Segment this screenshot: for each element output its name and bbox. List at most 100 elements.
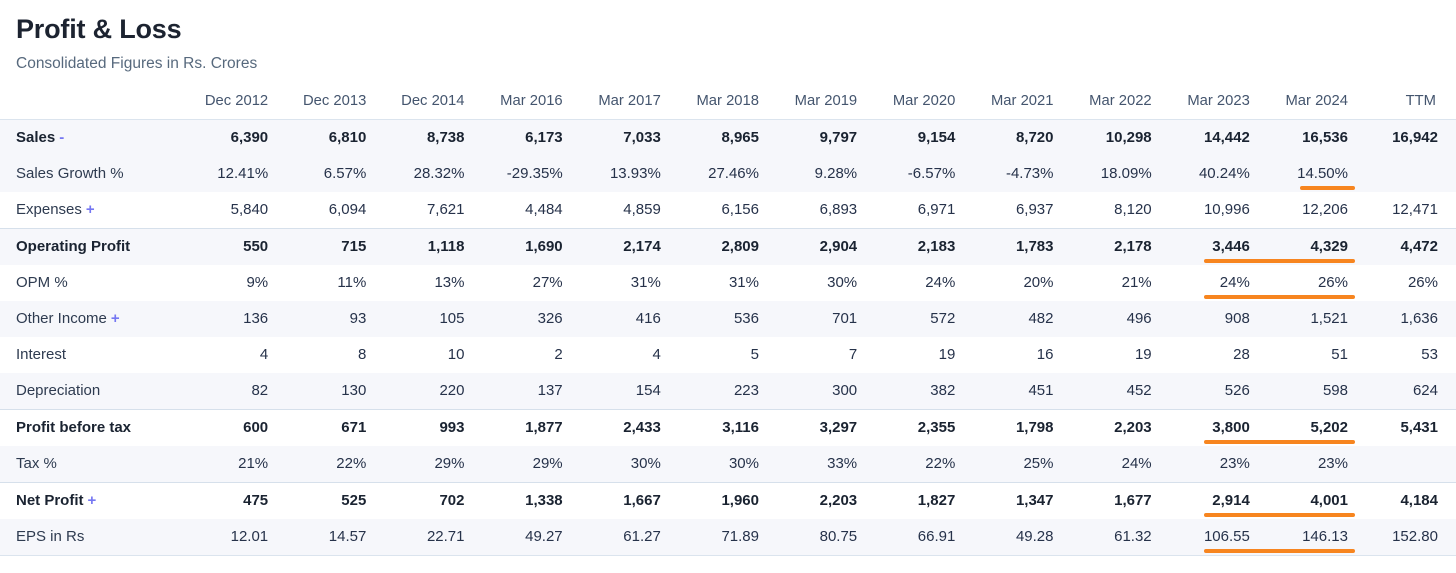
- table-cell: 31%: [728, 274, 759, 291]
- table-cell: 2,904: [819, 238, 858, 255]
- row-label-text: Interest: [16, 346, 67, 363]
- table-cell: 4,859: [623, 201, 661, 218]
- row-label-text: Operating Profit: [16, 238, 131, 255]
- table-row-opm: OPM % 9% 11% 13% 27% 31% 31% 30% 24% 20% 21% 24% 26%…: [0, 265, 1456, 301]
- table-cell: 14.50%: [1270, 156, 1368, 192]
- table-cell: 14,442: [1203, 129, 1250, 146]
- row-label-other-income[interactable]: Other Income +: [0, 301, 190, 337]
- table-cell: 24%: [925, 274, 956, 291]
- table-cell: 10,298: [1105, 129, 1152, 146]
- table-cell: 2,433: [623, 419, 661, 436]
- page-title: Profit & Loss: [16, 14, 182, 44]
- table-row-expenses: Expenses +5,840 6,094 7,621 4,484 4,859 6,156 6…: [0, 192, 1456, 228]
- table-cell: 19: [1134, 346, 1152, 363]
- table-cell: 598: [1322, 382, 1348, 399]
- table-cell: 526: [1224, 382, 1250, 399]
- table-cell: 4,001: [1269, 483, 1368, 519]
- table-cell: 701: [832, 310, 858, 327]
- table-cell: 9,797: [819, 129, 858, 146]
- table-cell: [1368, 156, 1456, 192]
- table-cell: 19: [938, 346, 956, 363]
- row-label-sales[interactable]: Sales -: [0, 120, 190, 156]
- table-cell: 7: [848, 346, 858, 363]
- table-cell: 4,184: [1400, 492, 1438, 509]
- table-cell: 10: [447, 346, 465, 363]
- table-cell: 30%: [728, 455, 759, 472]
- table-cell: 8,738: [426, 129, 465, 146]
- table-cell: 1,347: [1015, 492, 1054, 509]
- table-cell: 2,178: [1114, 238, 1152, 255]
- row-label-net-profit[interactable]: Net Profit +: [0, 483, 190, 519]
- table-cell: 4,329: [1269, 229, 1368, 265]
- row-label-text: EPS in Rs: [16, 528, 85, 545]
- table-cell: -29.35%: [506, 165, 563, 182]
- table-cell: 1,338: [525, 492, 563, 509]
- table-cell: 1,877: [525, 419, 563, 436]
- table-row-other-income: Other Income +136 93 105 326 416 536 701 572 482 4…: [0, 301, 1456, 337]
- row-label-text: Sales: [16, 129, 56, 146]
- table-cell: 16,536: [1302, 129, 1348, 146]
- table-cell: 6,156: [721, 201, 759, 218]
- table-cell: 2,355: [917, 419, 956, 436]
- table-cell: 6,173: [525, 129, 563, 146]
- row-label-depreciation: Depreciation: [0, 373, 190, 409]
- column-header-mar-2024: Mar 2024: [1285, 93, 1348, 109]
- collapse-icon[interactable]: -: [59, 129, 65, 146]
- row-label-text: Tax %: [16, 455, 57, 472]
- table-cell: 8,720: [1015, 129, 1054, 146]
- table-cell: 1,960: [721, 492, 759, 509]
- table-cell: 1,677: [1114, 492, 1152, 509]
- table-cell: 2,203: [819, 492, 858, 509]
- column-header-mar-2017: Mar 2017: [598, 93, 661, 109]
- table-cell: 27.46%: [708, 165, 759, 182]
- table-cell: 49.28: [1015, 528, 1054, 545]
- table-cell: 21%: [1121, 274, 1152, 291]
- table-cell: 496: [1126, 310, 1152, 327]
- column-header-mar-2019: Mar 2019: [794, 93, 858, 109]
- table-cell: 220: [439, 382, 465, 399]
- table-cell: 2,809: [721, 238, 759, 255]
- table-cell: 20%: [1023, 274, 1054, 291]
- expand-icon[interactable]: +: [85, 201, 95, 218]
- table-row-net-profit: Net Profit +475 525 702 1,338 1,667 1,960 2,203…: [0, 482, 1456, 519]
- table-cell: 1,521: [1310, 310, 1348, 327]
- row-label-sales-growth: Sales Growth %: [0, 156, 190, 192]
- row-label-text: Expenses: [16, 201, 82, 218]
- table-cell: 61.32: [1114, 528, 1152, 545]
- row-label-expenses[interactable]: Expenses +: [0, 192, 190, 228]
- table-cell: 26%: [1269, 265, 1368, 301]
- column-header-mar-2023: Mar 2023: [1187, 93, 1250, 109]
- column-header-mar-2020: Mar 2020: [892, 93, 956, 109]
- table-cell: 1,690: [525, 238, 563, 255]
- table-cell: 49.27: [525, 528, 563, 545]
- column-header-mar-2016: Mar 2016: [500, 93, 563, 109]
- expand-icon[interactable]: +: [87, 492, 97, 509]
- table-cell: 130: [341, 382, 367, 399]
- row-label-profit-before-tax: Profit before tax: [0, 410, 190, 446]
- table-cell: 12,471: [1392, 201, 1438, 218]
- table-cell: 29%: [434, 455, 465, 472]
- table-cell: 9.28%: [814, 165, 858, 182]
- table-cell: 146.13: [1269, 519, 1368, 555]
- table-cell: 154: [635, 382, 661, 399]
- table-cell: 1,798: [1015, 419, 1054, 436]
- table-cell: 14.57: [328, 528, 367, 545]
- table-cell: 416: [635, 310, 661, 327]
- table-cell: 451: [1028, 382, 1054, 399]
- table-cell: 2,183: [917, 238, 956, 255]
- expand-icon[interactable]: +: [110, 310, 120, 327]
- column-header-ttm: TTM: [1405, 93, 1436, 109]
- table-cell: 4: [259, 346, 269, 363]
- table-cell: 715: [341, 238, 367, 255]
- table-cell: 12.41%: [217, 165, 269, 182]
- row-label-tax: Tax %: [0, 446, 190, 482]
- table-cell: 2,174: [623, 238, 661, 255]
- table-cell: 2,203: [1114, 419, 1152, 436]
- table-cell: 1,667: [623, 492, 661, 509]
- row-label-text: Sales Growth %: [16, 165, 124, 182]
- table-cell: 475: [243, 492, 269, 509]
- column-header-dec-2012: Dec 2012: [204, 93, 269, 109]
- row-label-text: Depreciation: [16, 382, 101, 399]
- table-cell: 93: [349, 310, 367, 327]
- table-cell: 6,810: [328, 129, 367, 146]
